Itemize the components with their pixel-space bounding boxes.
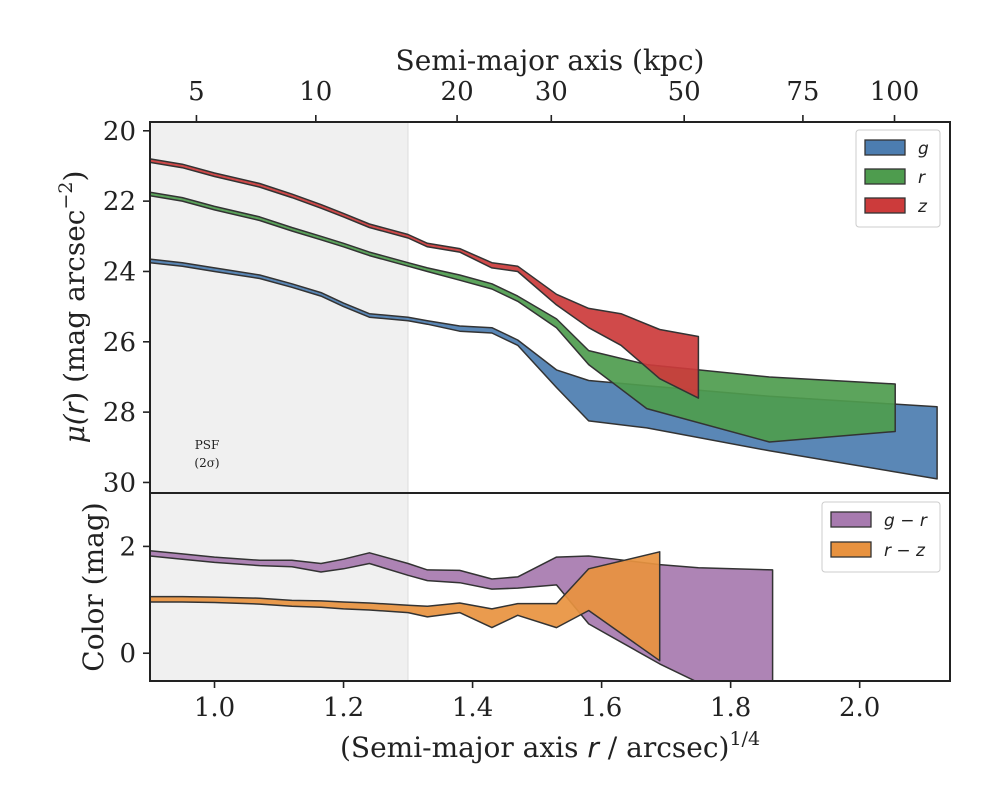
x-tick-label: 2.0	[839, 693, 880, 723]
x-tick-label: 1.4	[452, 693, 493, 723]
x-ticks: 1.0 1.2 1.4 1.6 1.8 2.0	[194, 681, 880, 723]
color-legend-label: g − r	[884, 511, 928, 531]
color-legend: g − r r − z	[821, 501, 941, 573]
sb-y-tick-label: 22	[103, 187, 136, 217]
x-tick-label: 1.2	[323, 693, 364, 723]
sb-y-tick-label: 28	[103, 398, 136, 428]
psf-label: PSF	[195, 438, 220, 452]
bottom-axis-label-sup: 1/4	[729, 728, 760, 750]
kpc-tick-label: 5	[188, 77, 205, 107]
x-tick-label: 1.6	[581, 693, 622, 723]
sb-legend-swatch	[864, 139, 906, 156]
sb-y-ticks: 20 22 24 26 28 30	[103, 117, 150, 498]
ylabel-r: r	[58, 401, 91, 414]
x-tick-label: 1.8	[710, 693, 751, 723]
sb-legend: grz	[855, 129, 941, 228]
color-legend-swatch	[830, 511, 872, 528]
bottom-axis-label-var: r	[587, 731, 600, 764]
sb-legend-label: z	[917, 197, 928, 217]
sb-y-tick-label: 30	[103, 468, 136, 498]
ylabel-sup: −2	[55, 182, 77, 210]
sb-legend-label: g	[918, 139, 929, 159]
psf-sigma-label: (2σ)	[194, 456, 219, 470]
color-bands	[150, 549, 774, 681]
sb-legend-swatch	[864, 197, 906, 214]
sb-legend-swatch	[864, 168, 906, 185]
color-y-axis-label: Color (mag)	[77, 502, 110, 671]
bottom-panel-frame	[149, 492, 951, 682]
color-y-tick-label: 2	[119, 532, 136, 562]
sb-bands	[150, 158, 938, 480]
bottom-axis-label: (Semi-major axis r / arcsec)1/4	[340, 728, 760, 764]
sb-legend-label: r	[918, 168, 926, 188]
bottom-axis-label-main: (Semi-major axis	[340, 731, 587, 764]
color-legend-swatch	[830, 541, 872, 558]
color-legend-label: r − z	[884, 541, 926, 561]
band-r-minus-z	[150, 551, 661, 662]
top-axis-label: Semi-major axis (kpc)	[396, 44, 705, 77]
ylabel-end: )	[58, 171, 91, 182]
sb-y-tick-label: 26	[103, 328, 136, 358]
band-z	[150, 158, 700, 399]
kpc-ticks: 5 10 20 30 50 75 100	[188, 77, 919, 122]
ylabel-close: )	[58, 392, 91, 403]
kpc-tick-label: 75	[786, 77, 819, 107]
kpc-tick-label: 10	[299, 77, 332, 107]
ylabel-units: (mag arcsec	[58, 210, 91, 392]
kpc-tick-label: 50	[668, 77, 701, 107]
kpc-tick-label: 20	[441, 77, 474, 107]
color-y-ticks: 02	[119, 532, 150, 669]
x-tick-label: 1.0	[194, 693, 235, 723]
sb-y-axis-label: μ(r) (mag arcsec−2)	[55, 171, 91, 444]
color-y-tick-label: 0	[119, 639, 136, 669]
psf-shade	[150, 122, 408, 681]
sb-y-tick-label: 24	[103, 257, 136, 287]
bottom-axis-label-tail: / arcsec)	[599, 731, 730, 764]
kpc-tick-label: 30	[535, 77, 568, 107]
kpc-tick-label: 100	[870, 77, 920, 107]
ylabel-mu: μ(	[58, 413, 91, 443]
sb-y-tick-label: 20	[103, 117, 136, 147]
band-r	[150, 191, 896, 443]
